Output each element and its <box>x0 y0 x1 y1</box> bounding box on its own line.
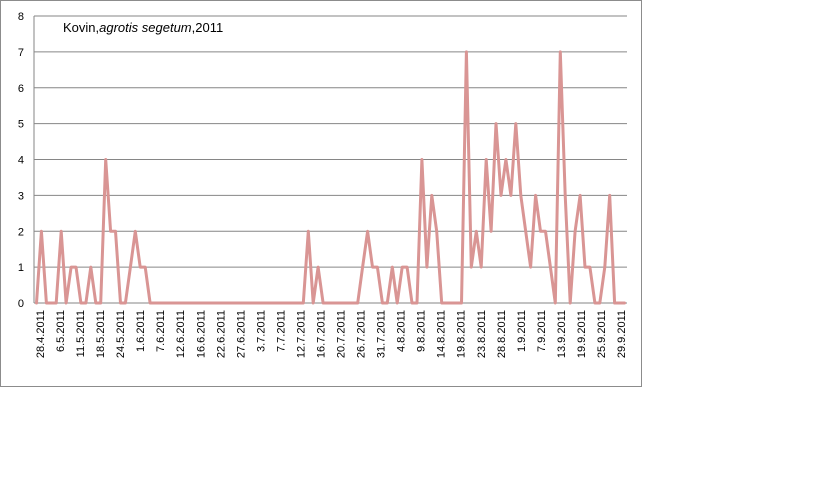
x-tick-label: 19.9.2011 <box>576 310 588 358</box>
y-tick-label: 0 <box>18 298 24 310</box>
x-tick-label: 18.5.2011 <box>95 310 107 358</box>
x-tick-label: 29.9.2011 <box>616 310 628 358</box>
x-tick-label: 9.8.2011 <box>416 310 428 352</box>
x-tick-label: 16.6.2011 <box>195 310 207 358</box>
y-tick-label: 3 <box>18 190 24 202</box>
x-tick-label: 7.6.2011 <box>155 310 167 352</box>
x-tick-label: 14.8.2011 <box>436 310 448 358</box>
title-part-species: agrotis segetum <box>99 20 192 35</box>
x-tick-label: 24.5.2011 <box>115 310 127 358</box>
x-tick-label: 11.5.2011 <box>75 310 87 357</box>
x-tick-label: 4.8.2011 <box>396 310 408 352</box>
y-tick-label: 7 <box>18 47 24 59</box>
x-tick-label: 28.4.2011 <box>35 310 47 358</box>
x-tick-label: 28.8.2011 <box>496 310 508 358</box>
x-tick-label: 16.7.2011 <box>315 310 327 358</box>
x-tick-label: 6.5.2011 <box>55 310 67 352</box>
x-tick-label: 3.7.2011 <box>255 310 267 352</box>
x-tick-label: 7.7.2011 <box>275 310 287 352</box>
y-tick-label: 5 <box>18 119 24 131</box>
x-tick-label: 26.7.2011 <box>356 310 368 358</box>
chart-title: Kovin,agrotis segetum,2011 <box>63 20 223 35</box>
x-tick-label: 19.8.2011 <box>456 310 468 358</box>
y-tick-label: 4 <box>18 155 24 167</box>
x-tick-label: 1.9.2011 <box>516 310 528 352</box>
x-tick-label: 27.6.2011 <box>235 310 247 358</box>
x-tick-label: 7.9.2011 <box>536 310 548 352</box>
x-tick-label: 13.9.2011 <box>556 310 568 358</box>
x-tick-label: 1.6.2011 <box>135 310 147 352</box>
y-tick-label: 8 <box>18 11 24 23</box>
x-tick-label: 20.7.2011 <box>336 310 348 358</box>
series-line <box>35 50 626 305</box>
x-tick-label: 12.6.2011 <box>175 310 187 358</box>
title-part-location: Kovin, <box>63 20 100 35</box>
line-chart: 0 1 2 3 4 5 6 7 8 28.4.2011 6.5.2011 11.5.2011 18.5.… <box>18 11 628 358</box>
x-tick-label: 31.7.2011 <box>376 310 388 358</box>
x-tick-label: 22.6.2011 <box>215 310 227 358</box>
y-tick-label: 2 <box>18 226 24 238</box>
y-tick-label: 6 <box>18 83 24 95</box>
x-tick-label: 12.7.2011 <box>295 310 307 358</box>
x-tick-label: 25.9.2011 <box>596 310 608 358</box>
x-tick-label: 23.8.2011 <box>476 310 488 358</box>
title-part-year: ,2011 <box>191 20 224 35</box>
y-tick-label: 1 <box>18 262 24 274</box>
